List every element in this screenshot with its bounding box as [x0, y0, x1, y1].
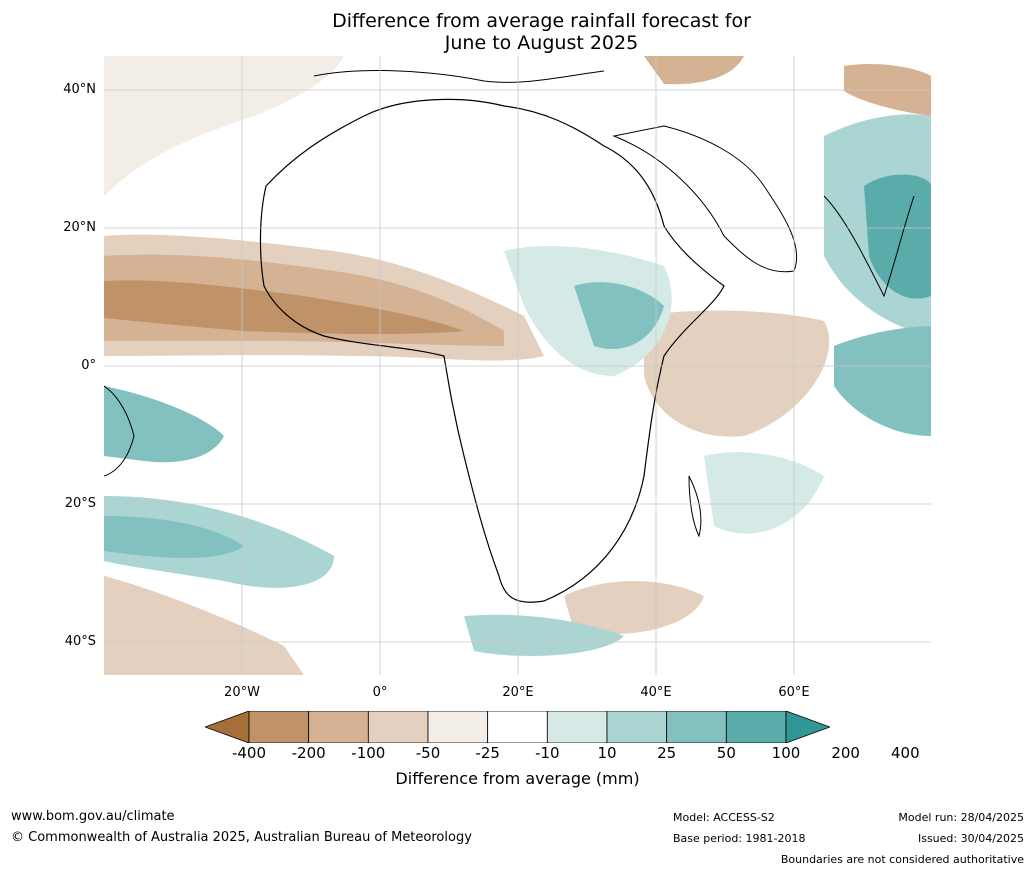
- rainfall-map: [104, 56, 931, 675]
- legend-swatch: [308, 711, 369, 743]
- central-africa-wet-core: [574, 282, 664, 350]
- arabian-peninsula-coastline: [612, 125, 798, 273]
- south-america-coastline: [104, 385, 135, 477]
- madagascar-ocean-wet: [704, 452, 824, 534]
- east-indian-ocean-wet: [834, 326, 931, 436]
- map-canvas: [104, 56, 931, 675]
- south-atlantic-wet-core: [104, 516, 244, 558]
- dry-anomaly-regions: [104, 56, 931, 675]
- west-africa-dry-inner: [104, 280, 464, 335]
- legend-tick-label: -10: [535, 744, 560, 762]
- lat-label-20s: 20°S: [64, 496, 96, 511]
- legend-tick-label: -100: [351, 744, 386, 762]
- footer-model-run: Model run: 28/04/2025: [898, 811, 1024, 824]
- madagascar-coastline: [688, 475, 702, 538]
- south-africa-ocean-dry: [564, 581, 704, 635]
- turkey-dry: [644, 56, 744, 85]
- title-line-2: June to August 2025: [444, 32, 639, 54]
- lon-label-20e: 20°E: [502, 685, 534, 700]
- legend-tick-label: 200: [831, 744, 860, 762]
- chart-title: Difference from average rainfall forecas…: [100, 10, 983, 54]
- lon-label-60e: 60°E: [778, 685, 810, 700]
- legend-swatch: [725, 711, 787, 743]
- wet-anomaly-regions: [104, 114, 931, 656]
- legend-title: Difference from average (mm): [395, 769, 640, 788]
- legend-tick-label: 25: [657, 744, 677, 762]
- lon-label-20w: 20°W: [224, 685, 260, 700]
- legend-swatch: [248, 711, 310, 743]
- legend-swatch: [427, 711, 489, 743]
- africa-coastline: [259, 98, 725, 603]
- brazil-wet: [104, 386, 224, 463]
- legend-tick-label: 100: [771, 744, 801, 762]
- legend-swatch: [606, 711, 668, 743]
- legend-swatch: [666, 711, 727, 743]
- lon-label-0: 0°: [372, 685, 388, 700]
- footer-issued: Issued: 30/04/2025: [917, 832, 1024, 845]
- legend-swatch: [546, 711, 608, 743]
- footer-copyright: © Commonwealth of Australia 2025, Austra…: [11, 830, 472, 845]
- north-atlantic-dry: [104, 56, 344, 196]
- lat-label-40s: 40°S: [64, 634, 96, 649]
- legend-swatch: [487, 711, 548, 743]
- lat-label-20n: 20°N: [63, 220, 96, 235]
- legend-arrow-high: [785, 711, 830, 743]
- footer-disclaimer: Boundaries are not considered authoritat…: [780, 853, 1024, 866]
- legend-tick-label: -400: [231, 744, 267, 762]
- footer-model: Model: ACCESS-S2: [673, 811, 775, 824]
- europe-coastline: [313, 70, 605, 83]
- footer-base-period: Base period: 1981-2018: [673, 832, 806, 845]
- lat-label-40n: 40°N: [63, 82, 96, 97]
- south-atlantic-dry: [104, 576, 304, 675]
- lon-label-40e: 40°E: [640, 685, 672, 700]
- legend-tick-label: 50: [716, 744, 736, 762]
- footer-website: www.bom.gov.au/climate: [11, 809, 175, 824]
- legend-swatches: [205, 711, 830, 743]
- lat-label-0: 0°: [81, 358, 96, 373]
- legend-swatch: [367, 711, 429, 743]
- legend-tick-label: 10: [597, 744, 617, 762]
- graticule: [104, 56, 931, 675]
- india-wet-core: [864, 174, 931, 299]
- title-line-1: Difference from average rainfall forecas…: [332, 10, 751, 32]
- western-indian-ocean-dry: [644, 310, 830, 437]
- legend-tick-label: -25: [475, 744, 500, 762]
- india-coastline: [823, 195, 915, 298]
- legend-arrow-low: [205, 711, 250, 743]
- legend-tick-label: -50: [415, 744, 441, 762]
- southern-ocean-wet: [464, 614, 624, 656]
- legend-tick-label: 400: [891, 744, 920, 762]
- legend-colorbar: [205, 711, 830, 743]
- legend-tick-label: -200: [291, 744, 326, 762]
